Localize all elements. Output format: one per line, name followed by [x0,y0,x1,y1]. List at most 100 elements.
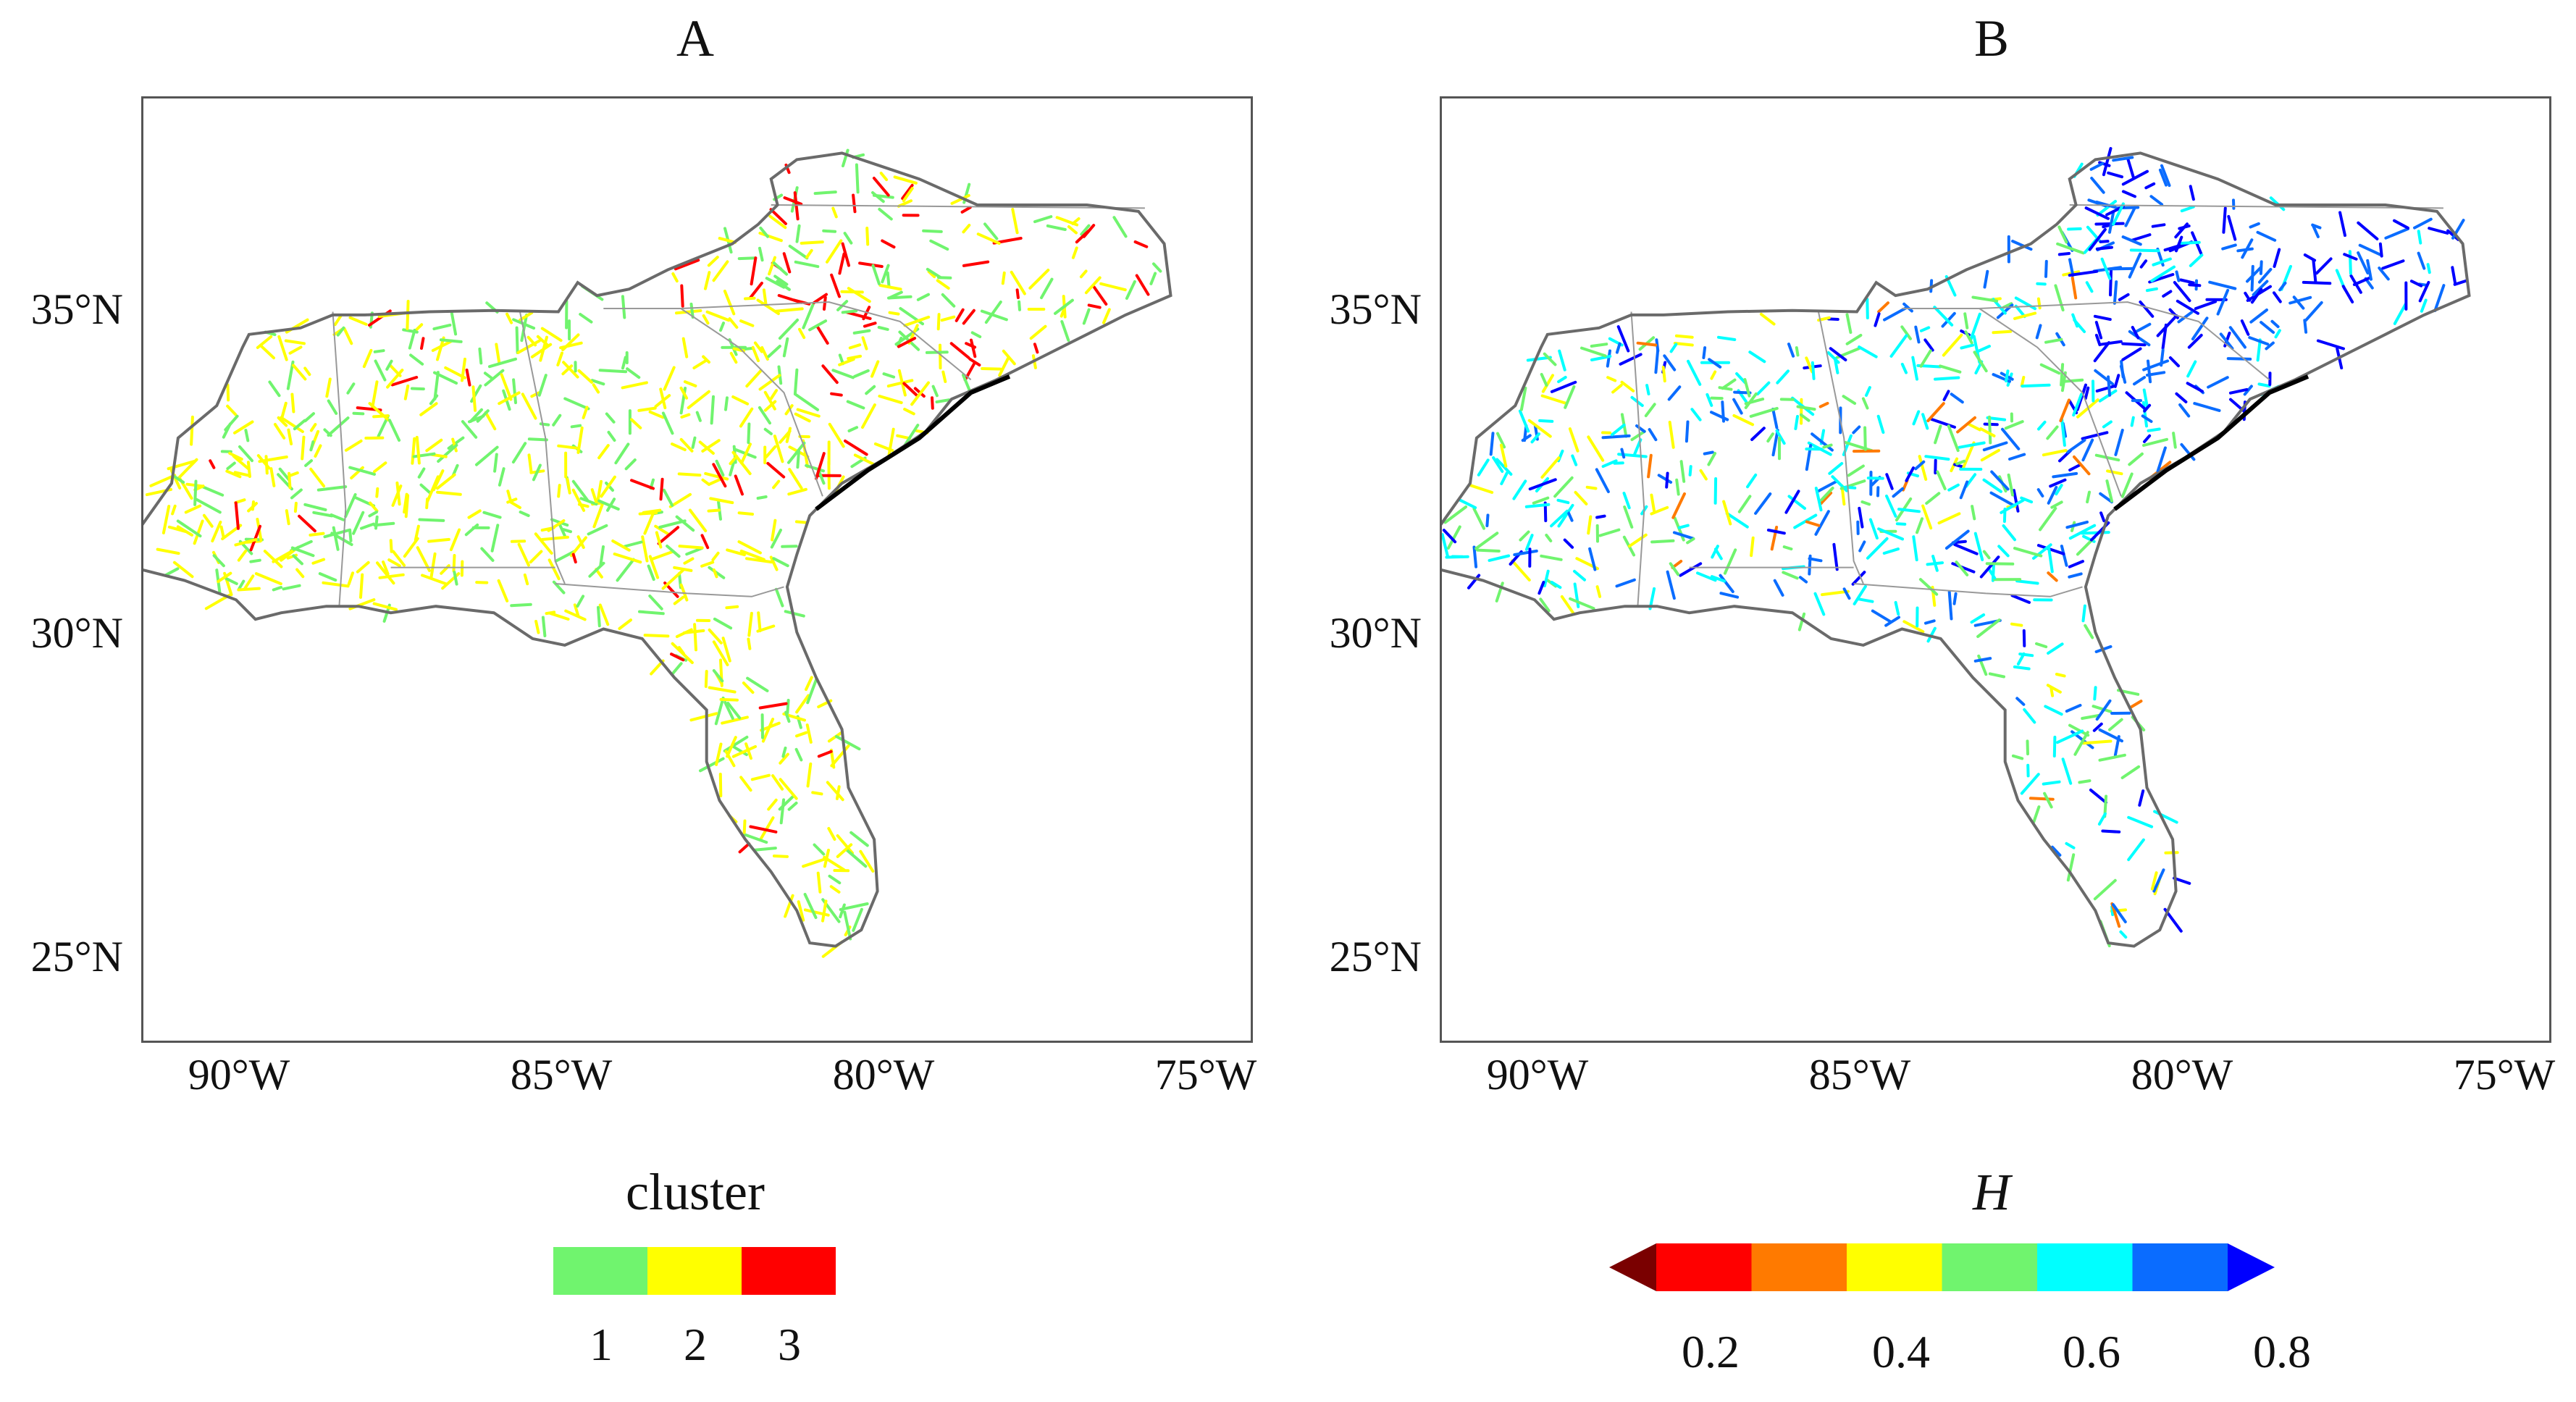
river-segment [2219,332,2234,350]
river-segment [853,369,870,378]
river-segment [1550,509,1569,528]
river-segment [2186,382,2204,393]
river-segment [701,478,710,486]
river-segment [225,577,238,585]
river-segment [427,537,450,543]
river-segment [212,554,225,568]
river-segment [2141,414,2153,423]
river-segment [794,412,811,423]
river-segment [852,193,857,214]
river-segment [2013,547,2043,558]
river-segment [1958,441,1986,449]
river-segment [679,386,689,400]
state-border [1979,308,2122,497]
river-segment [779,752,789,765]
river-segment [668,492,692,508]
river-segment [797,900,805,922]
river-segment [2060,378,2084,383]
river-segment [725,605,739,610]
river-segment [2168,356,2180,368]
river-segment [863,322,877,328]
river-segment [436,473,456,490]
river-segment [2143,434,2152,443]
river-segment [2094,333,2102,347]
map-panel-a [141,96,1253,1043]
river-segment [941,370,947,383]
legend-a-label-2: 2 [684,1319,707,1370]
river-segment [739,407,754,428]
river-segment [1874,312,1881,327]
river-segment [682,629,705,634]
river-segment [1820,487,1834,502]
river-segment [564,609,587,621]
river-segment [2036,544,2065,555]
river-segment [176,519,202,538]
river-segment [724,396,729,411]
river-segment [2303,319,2308,334]
lat-tick-25-b: 25°N [1329,933,1422,981]
river-segment [1611,383,1623,394]
river-segment [233,471,251,477]
river-segment [277,416,288,427]
river-segment [1992,329,2013,335]
river-segment [1601,459,1618,469]
river-segment [278,467,290,482]
river-segment [826,781,844,802]
river-segment [1885,473,1894,490]
river-segment [509,500,521,509]
river-segment [209,459,216,469]
river-segment [2065,841,2076,849]
river-segment [449,528,461,551]
river-segment [1976,618,2001,638]
river-segment [1866,537,1889,560]
river-segment [314,444,322,458]
river-segment [675,515,695,532]
river-segment [1512,479,1527,500]
river-segment [794,260,820,269]
state-border [771,204,1145,209]
river-segment [290,540,313,553]
river-segment [1748,350,1766,364]
river-segment [432,469,445,492]
river-segment [1645,384,1650,395]
river-segment [960,206,972,214]
river-segment [897,369,907,397]
river-segment [2099,492,2113,504]
river-segment [630,479,655,490]
river-segment [699,757,725,773]
river-segment [1808,554,1812,576]
river-segment [2180,205,2195,213]
river-segment [743,833,768,844]
river-segment [770,529,782,549]
river-segment [962,224,971,234]
river-segment [871,264,881,285]
river-segment [325,377,332,398]
river-segment [286,360,295,390]
river-segment [285,509,290,526]
river-segment [767,798,778,811]
river-segment [2133,376,2147,386]
river-segment [2007,473,2014,497]
river-segment [784,610,805,618]
river-segment [2311,224,2320,238]
river-segment [1743,378,1751,398]
river-segment [540,535,569,541]
river-segment [678,545,704,550]
map-a-canvas [143,148,1172,958]
river-segment [2044,337,2063,344]
river-segment [638,511,658,516]
panel-a-title: A [676,9,714,67]
river-segment [798,327,806,340]
river-segment [704,271,711,290]
river-segment [1797,612,1806,631]
river-segment [2187,333,2203,349]
river-segment [702,314,710,325]
river-segment [2292,295,2305,310]
river-segment [1686,537,1695,545]
river-segment [1926,402,1945,422]
legend-a-swatch [647,1247,742,1295]
river-segment [715,459,725,477]
river-segment [1926,626,1937,643]
river-segment [2013,665,2031,671]
river-segment [621,381,648,390]
